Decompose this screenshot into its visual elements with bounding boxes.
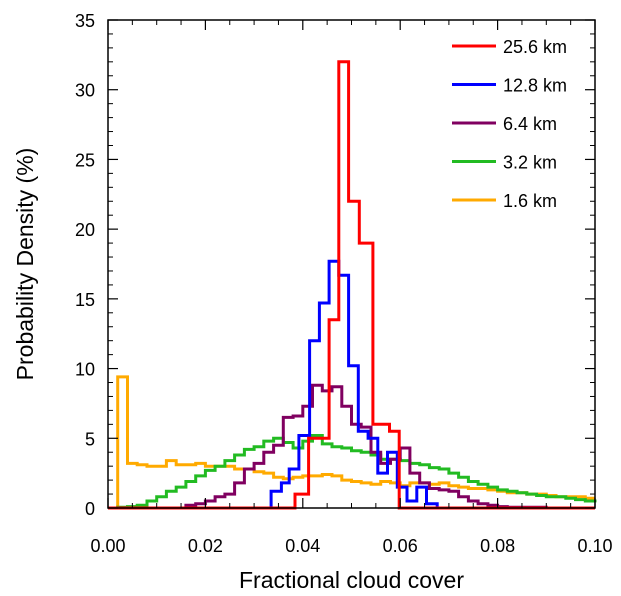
y-axis-title: Probability Density (%) [12,148,38,381]
y-tick-label: 30 [75,81,95,101]
y-tick-label: 10 [75,360,95,380]
legend-label-12-8-km: 12.8 km [503,76,567,96]
series-line-6-4-km [108,383,595,510]
x-tick-label: 0.04 [285,536,320,556]
x-tick-label: 0.06 [383,536,418,556]
y-tick-label: 15 [75,290,95,310]
series-line-3-2-km [108,434,597,510]
y-tick-label: 5 [85,429,95,449]
y-tick-label: 25 [75,150,95,170]
y-axis: 0 5 10 15 20 25 30 35 [75,11,595,519]
legend: 25.6 km 12.8 km 6.4 km 3.2 km 1.6 km [452,37,567,211]
y-tick-label: 0 [85,499,95,519]
series-line-12-8-km [108,259,595,510]
x-axis: 0.00 0.02 0.04 0.06 0.08 0.10 [90,20,613,556]
x-tick-label: 0.02 [188,536,223,556]
x-axis-title: Fractional cloud cover [239,567,464,593]
x-tick-label: 0.08 [480,536,515,556]
series-layer [108,60,597,510]
series-line-25-6-km [108,60,595,510]
legend-label-1-6-km: 1.6 km [503,191,557,211]
y-tick-label: 20 [75,220,95,240]
legend-label-25-6-km: 25.6 km [503,37,567,57]
y-tick-label: 35 [75,11,95,31]
legend-label-3-2-km: 3.2 km [503,153,557,173]
legend-label-6-4-km: 6.4 km [503,114,557,134]
x-tick-label: 0.00 [90,536,125,556]
x-tick-label: 0.10 [577,536,612,556]
